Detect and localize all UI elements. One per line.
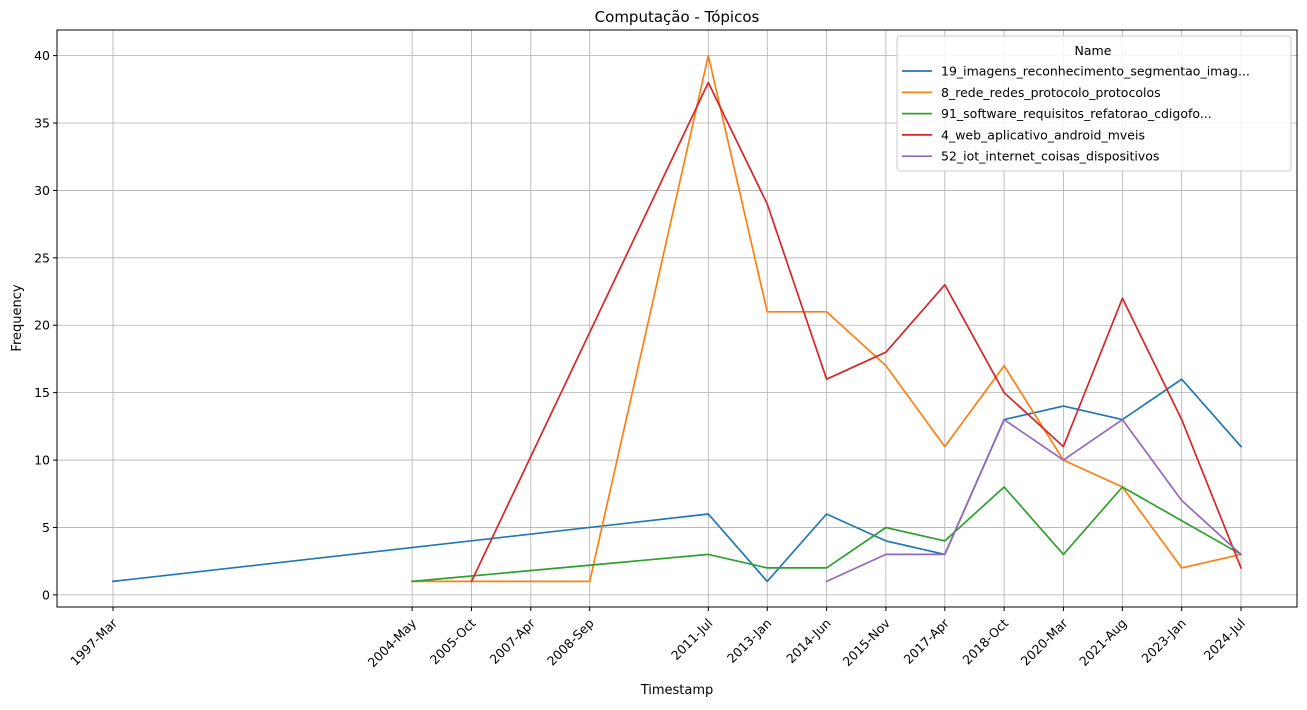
legend-entry: 4_web_aplicativo_android_mveis [941,127,1145,142]
legend-entry: 91_software_requisitos_refatorao_cdigofo… [941,106,1212,121]
x-tick-label: 2011-Jul [668,616,715,663]
x-tick-label: 2008-Sep [544,615,597,668]
y-tick-label: 20 [34,318,50,333]
x-tick-label: 2015-Nov [839,615,893,669]
x-tick-label: 2017-Apr [901,615,953,667]
y-tick-label: 15 [34,385,50,400]
x-tick-label: 2023-Jan [1138,616,1188,666]
series-line-4 [470,81,1243,583]
y-axis-label: Frequency [10,284,25,351]
legend-items: 19_imagens_reconhecimento_segmentao_imag… [902,64,1250,164]
x-tick-label: 2024-Jul [1201,616,1248,663]
legend: Name 19_imagens_reconhecimento_segmentao… [896,35,1292,172]
y-tick-label: 25 [34,250,50,265]
y-tick-label: 30 [34,183,50,198]
x-tick-label: 2005-Oct [427,615,479,667]
legend-title: Name [1075,43,1112,58]
series-line-5 [825,418,1243,583]
x-tick-label: 2018-Oct [959,615,1011,667]
legend-box [896,35,1292,172]
series-line-1 [112,378,1243,583]
y-tick-label: 35 [34,116,50,131]
x-tick-label: 1997-Mar [67,615,121,669]
x-tick-label: 2021-Aug [1076,616,1129,669]
x-tick-label: 2014-Jun [783,616,834,667]
grid-lines [57,30,1297,607]
legend-entry: 52_iot_internet_coisas_dispositivos [941,149,1159,164]
legend-entry: 19_imagens_reconhecimento_segmentao_imag… [941,64,1250,79]
x-axis-label: Timestamp [640,683,714,698]
y-tick-label: 40 [34,48,50,63]
y-axis: 0 5 10 15 20 25 30 35 40 [34,48,57,602]
series-layer [112,54,1243,583]
plot-area-frame [56,29,1298,608]
x-tick-label: 2004-May [365,615,420,670]
x-tick-label: 2007-Apr [487,615,539,667]
chart-title: Computação - Tópicos [595,8,760,26]
x-tick-label: 2013-Jan [724,616,774,666]
legend-entry: 8_rede_redes_protocolo_protocolos [941,85,1161,100]
x-tick-label: 2020-Mar [1018,615,1072,669]
y-tick-label: 10 [34,453,50,468]
y-tick-label: 5 [42,520,50,535]
y-tick-label: 0 [42,587,50,602]
x-axis: 1997-Mar 2004-May 2005-Oct 2007-Apr 2008-Sep… [67,607,1248,670]
series-line-3 [411,486,1243,583]
series-line-2 [411,54,1243,583]
